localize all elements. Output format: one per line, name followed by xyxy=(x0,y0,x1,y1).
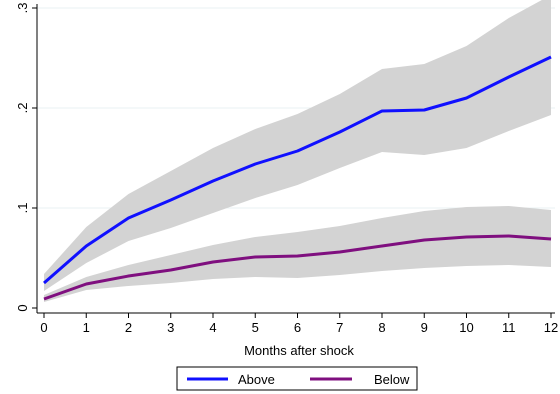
y-tick-label: .1 xyxy=(15,203,30,214)
axes xyxy=(36,4,555,314)
x-tick-label: 1 xyxy=(83,320,90,335)
x-tick-label: 9 xyxy=(421,320,428,335)
series-lines xyxy=(43,55,552,301)
y-tick-label: .3 xyxy=(15,3,30,14)
x-tick-label: 11 xyxy=(502,320,516,335)
x-axis-ticks: 0 1 2 3 4 5 6 7 8 9 10 11 12 xyxy=(40,313,558,335)
y-axis-ticks: 0 .1 .2 .3 xyxy=(15,3,37,312)
x-tick-label: 7 xyxy=(336,320,343,335)
x-tick-label: 8 xyxy=(378,320,385,335)
series-line-above xyxy=(43,55,552,285)
y-tick-label: 0 xyxy=(15,304,30,311)
x-tick-label: 5 xyxy=(252,320,259,335)
x-tick-label: 0 xyxy=(40,320,47,335)
x-tick-label: 10 xyxy=(459,320,473,335)
x-tick-label: 3 xyxy=(167,320,174,335)
legend-label-below: Below xyxy=(374,372,410,387)
legend-label-above: Above xyxy=(238,372,275,387)
x-tick-label: 6 xyxy=(294,320,301,335)
x-tick-label: 4 xyxy=(209,320,216,335)
x-axis-title: Months after shock xyxy=(244,343,354,358)
confidence-bands xyxy=(44,0,551,302)
confidence-band-above xyxy=(44,0,551,291)
legend: Above Below xyxy=(176,366,418,391)
confidence-band-below xyxy=(44,206,551,302)
legend-box xyxy=(176,366,418,391)
x-tick-label: 12 xyxy=(544,320,558,335)
series-line-below xyxy=(43,234,552,301)
y-tick-label: .2 xyxy=(15,103,30,114)
x-tick-label: 2 xyxy=(125,320,132,335)
